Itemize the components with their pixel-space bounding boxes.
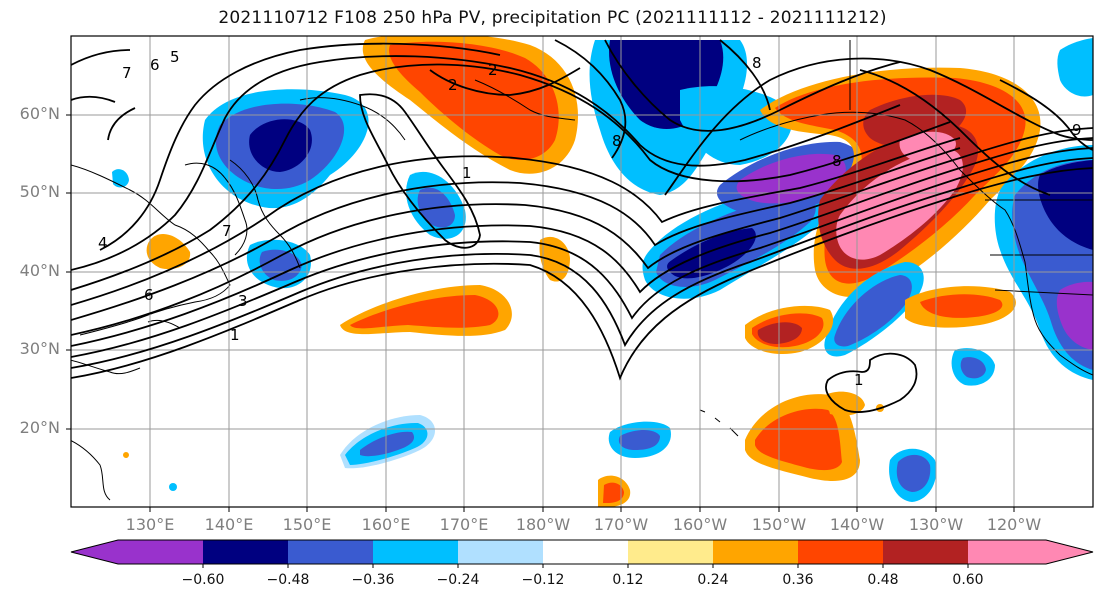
lat-label: 50°N (19, 182, 60, 201)
lon-label: 140°E (204, 515, 254, 534)
lon-label: 170°W (593, 515, 649, 534)
colorbar-segment (458, 540, 543, 564)
lon-label: 160°E (361, 515, 411, 534)
contour-label: 1 (854, 371, 864, 389)
contour-label: 1 (462, 164, 472, 182)
contour-label: 3 (238, 292, 248, 310)
colorbar-segment (543, 540, 628, 564)
graticule (71, 36, 1093, 507)
contour-label: 8 (612, 132, 622, 150)
contour-label: 7 (122, 64, 132, 82)
colorbar-tick-label: 0.48 (867, 572, 899, 588)
lat-label: 20°N (19, 418, 60, 437)
colorbar-segment (288, 540, 373, 564)
lat-label: 60°N (19, 104, 60, 123)
lon-label: 150°W (751, 515, 807, 534)
lon-label: 180°W (515, 515, 571, 534)
contour-label: 1 (230, 326, 240, 344)
contour-label: 8 (752, 54, 762, 72)
chart-title: 2021110712 F108 250 hPa PV, precipitatio… (218, 8, 887, 28)
colorbar-tick-label: 0.12 (612, 572, 644, 588)
lon-label: 170°E (439, 515, 489, 534)
colorbar-segment (968, 540, 1046, 564)
contour-label: 8 (832, 152, 842, 170)
colorbar-tick-label: −0.48 (266, 572, 310, 588)
lat-label: 40°N (19, 261, 60, 280)
contour-label: 7 (222, 222, 232, 240)
colorbar-tick-label: −0.12 (521, 572, 565, 588)
lon-label: 120°W (986, 515, 1042, 534)
colorbar-tick-label: 0.24 (697, 572, 729, 588)
contour-labels: 1 1 1 2 2 4 5 6 6 7 7 8 8 8 9 3 (98, 48, 1082, 389)
lon-label: 160°W (672, 515, 728, 534)
colorbar-segment (798, 540, 883, 564)
contour-label: 2 (448, 76, 458, 94)
colorbar-segment (628, 540, 713, 564)
axis-ticks (66, 114, 1015, 512)
contour-label: 6 (150, 56, 160, 74)
colorbar (70, 539, 1094, 568)
colorbar-segment (713, 540, 798, 564)
contour-label: 9 (1072, 121, 1082, 139)
contour-label: 2 (488, 61, 498, 79)
colorbar-segment (883, 540, 968, 564)
contour-label: 4 (98, 234, 108, 252)
colorbar-segment (118, 540, 203, 564)
lon-label: 130°E (125, 515, 175, 534)
precip-shading (112, 36, 1093, 507)
lon-label: 130°W (908, 515, 964, 534)
colorbar-tick-label: 0.60 (952, 572, 984, 588)
contour-label: 5 (170, 48, 180, 66)
colorbar-extend-low (71, 540, 118, 564)
colorbar-tick-label: −0.36 (351, 572, 395, 588)
colorbar-tick-label: −0.24 (436, 572, 480, 588)
lon-label: 150°E (282, 515, 332, 534)
colorbar-segment (373, 540, 458, 564)
lat-label: 30°N (19, 339, 60, 358)
colorbar-segment (203, 540, 288, 564)
pv-contours (71, 39, 1093, 413)
contour-label: 6 (144, 286, 154, 304)
colorbar-tick-label: −0.60 (181, 572, 225, 588)
lon-label: 140°W (829, 515, 885, 534)
colorbar-tick-label: 0.36 (782, 572, 814, 588)
colorbar-extend-high (1046, 540, 1093, 564)
